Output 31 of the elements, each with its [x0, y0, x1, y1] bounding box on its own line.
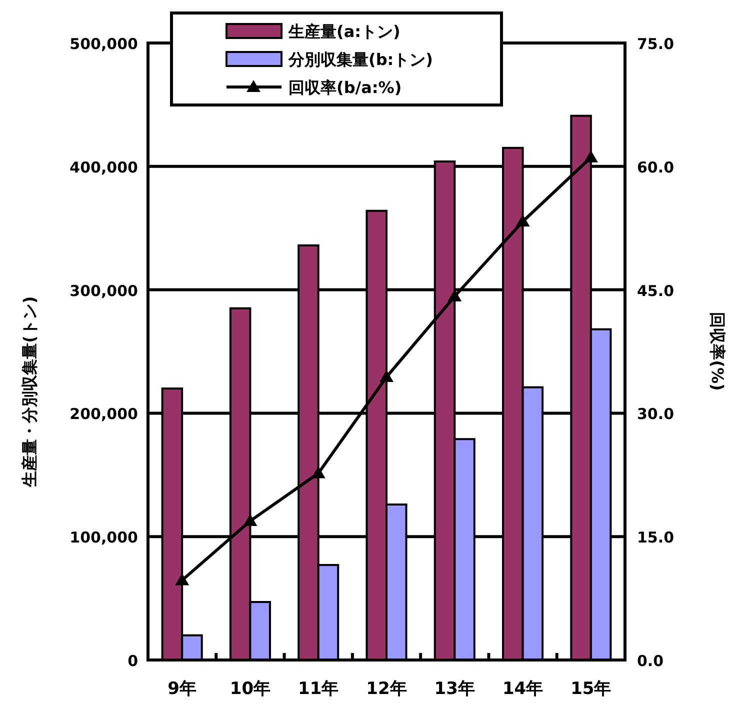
- x-tick-label: 15年: [570, 679, 612, 699]
- y-tick-label: 400,000: [70, 158, 138, 176]
- y2-tick-label: 0.0: [637, 652, 664, 670]
- legend-label: 生産量(a:トン): [288, 22, 400, 41]
- y-tick-label: 0: [128, 652, 138, 670]
- y2-tick-label: 75.0: [637, 35, 674, 53]
- y2-tick-label: 15.0: [637, 528, 674, 547]
- point: [243, 514, 258, 526]
- point: [380, 370, 394, 382]
- point: [448, 289, 462, 302]
- point: [516, 214, 530, 227]
- y-tick-label: 100,000: [70, 528, 138, 547]
- legend-label: 回収率(b/a:%): [288, 78, 402, 97]
- y-tick-label: 500,000: [70, 35, 138, 53]
- y2-tick-label: 60.0: [637, 158, 674, 176]
- y2-tick-label: 45.0: [637, 282, 674, 300]
- legend-label: 分別収集量(b:トン): [288, 50, 433, 69]
- x-tick-label: 10年: [230, 679, 271, 699]
- y-tick-label: 200,000: [70, 405, 138, 424]
- point: [584, 150, 598, 162]
- y-tick-label: 300,000: [70, 282, 138, 300]
- x-tick-label: 14年: [502, 679, 544, 699]
- x-tick-label: 9年: [168, 679, 196, 699]
- x-tick-label: 13年: [434, 679, 475, 699]
- y-axis-title: 生産量・分別収集量(トン): [20, 296, 39, 488]
- y2-axis-title: 回収率(%): [708, 312, 727, 391]
- point: [311, 466, 326, 478]
- x-tick-label: 11年: [298, 679, 339, 699]
- x-tick-label: 12年: [366, 679, 407, 699]
- point: [175, 573, 190, 586]
- y2-tick-label: 30.0: [637, 405, 674, 424]
